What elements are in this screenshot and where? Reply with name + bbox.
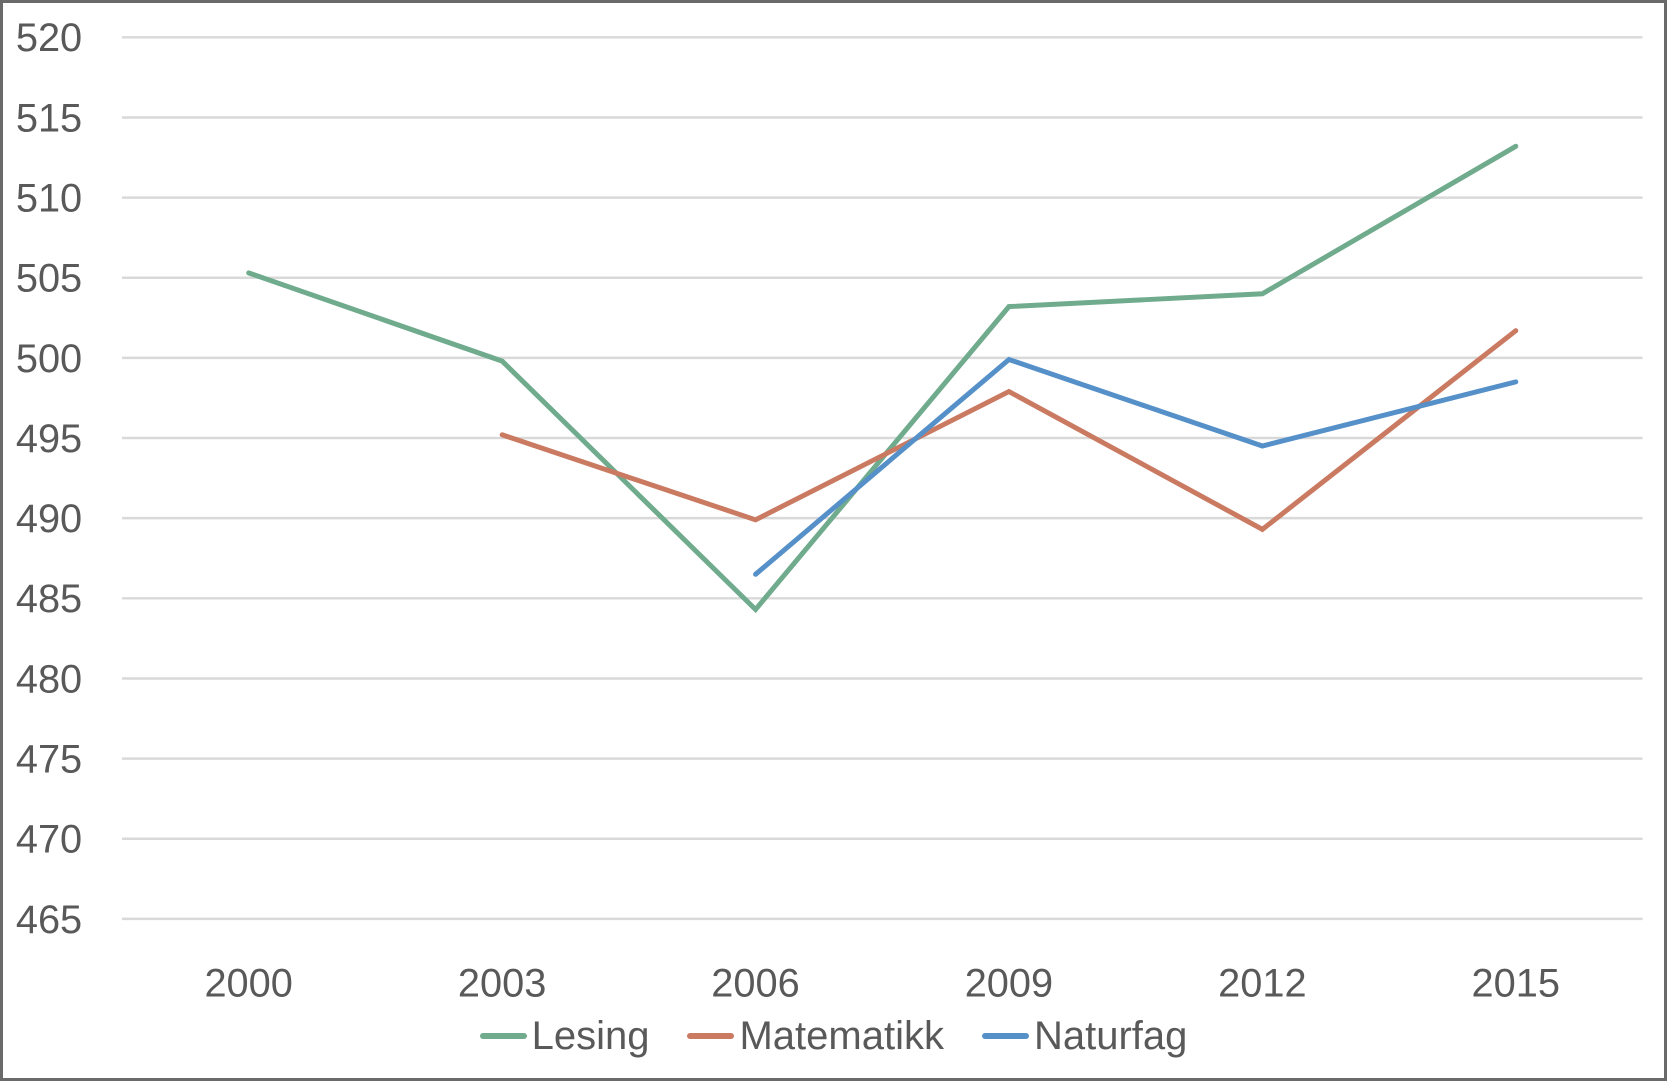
- x-axis-tick-2012: 2012: [1218, 961, 1306, 1005]
- y-axis-tick-505: 505: [16, 257, 82, 301]
- x-axis-tick-2009: 2009: [965, 961, 1053, 1005]
- y-axis-tick-500: 500: [16, 337, 82, 381]
- pisa-line-chart: 520 515 510 505 500 495 490 485 480 475 470 465 2000…: [16, 16, 1643, 1005]
- x-axis-tick-2015: 2015: [1472, 961, 1560, 1005]
- y-axis-tick-480: 480: [16, 657, 82, 701]
- x-axis-tick-2000: 2000: [204, 961, 292, 1005]
- y-axis-tick-465: 465: [16, 898, 82, 942]
- y-axis-tick-515: 515: [16, 96, 82, 140]
- y-axis-tick-470: 470: [16, 818, 82, 862]
- y-axis-tick-495: 495: [16, 417, 82, 461]
- y-axis-tick-510: 510: [16, 177, 82, 221]
- y-axis-tick-475: 475: [16, 738, 82, 782]
- series-line-naturfag: [753, 356, 1519, 577]
- y-axis-tick-490: 490: [16, 497, 82, 541]
- y-axis-tick-520: 520: [16, 16, 82, 60]
- x-axis-tick-2006: 2006: [711, 961, 799, 1005]
- series-line-matematikk: [499, 328, 1519, 533]
- y-axis-tick-485: 485: [16, 577, 82, 621]
- series-line-lesing: [246, 143, 1519, 614]
- x-axis-tick-2003: 2003: [458, 961, 546, 1005]
